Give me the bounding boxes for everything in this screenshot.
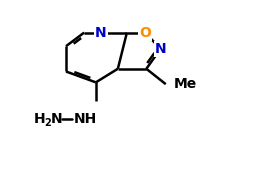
Text: N: N bbox=[95, 26, 107, 40]
Text: NH: NH bbox=[74, 112, 97, 127]
Text: 2: 2 bbox=[44, 118, 51, 128]
Text: N: N bbox=[155, 42, 166, 56]
Text: N: N bbox=[51, 112, 62, 127]
Text: O: O bbox=[139, 26, 151, 40]
Text: H: H bbox=[34, 112, 45, 127]
Text: Me: Me bbox=[174, 77, 197, 91]
